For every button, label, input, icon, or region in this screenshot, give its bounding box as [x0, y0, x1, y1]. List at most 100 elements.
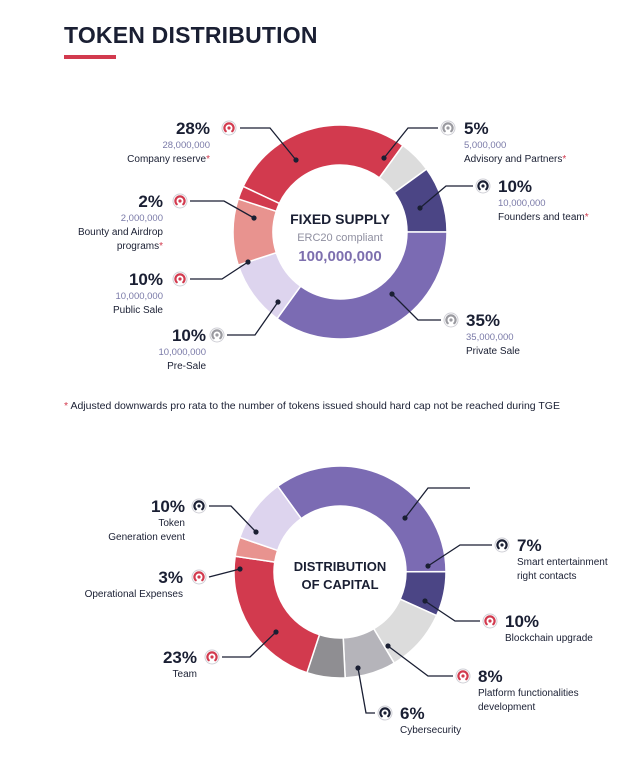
token-leader-5: [190, 261, 249, 280]
capital-pct-1: 7%: [517, 536, 542, 555]
token-icon-6: [172, 193, 188, 209]
token-leader-1-end: [381, 155, 387, 161]
capital-donut-slice-0: [276, 465, 447, 573]
capital-name2-1: right contacts: [517, 571, 576, 582]
capital-icon-7-dot: [197, 504, 201, 508]
token-icon-4-arc: [211, 329, 223, 340]
token-leader-4-end: [275, 299, 281, 305]
capital-name2-7: Generation event: [108, 532, 185, 543]
capital-leader-1: [427, 544, 492, 567]
token-donut-hole: [274, 166, 406, 298]
token-pct-1: 5%: [464, 119, 489, 138]
capital-name2-3: development: [478, 702, 535, 713]
capital-name-1: Smart entertainment: [517, 557, 608, 568]
capital-icon-1-arc: [496, 539, 508, 550]
capital-icon-6: [191, 569, 207, 585]
capital-pct-7: 10%: [151, 497, 185, 516]
capital-leader-6-end: [237, 566, 243, 572]
token-name-5: Public Sale: [113, 305, 163, 316]
token-icon-5-arc: [174, 273, 186, 284]
capital-leader-4: [357, 667, 375, 714]
capital-leader-2-end: [422, 598, 428, 604]
capital-name-2: Blockchain upgrade: [505, 633, 593, 644]
token-name-2: Founders and team*: [498, 212, 589, 223]
page-title: TOKEN DISTRIBUTION: [64, 22, 318, 48]
token-icon-0: [221, 120, 237, 136]
capital-icon-5: [204, 649, 220, 665]
token-leader-4: [227, 301, 279, 336]
token-icon-3: [443, 312, 459, 328]
capital-leader-1-end: [425, 563, 431, 569]
token-icon-5-dot: [178, 277, 182, 281]
capital-center-title2: OF CAPITAL: [301, 577, 378, 592]
capital-icon-7-arc: [193, 500, 205, 511]
capital-donut-hole: [275, 507, 405, 637]
capital-leader-5: [222, 631, 277, 658]
token-icon-6-arc: [174, 195, 186, 206]
capital-icon-5-dot: [210, 655, 214, 659]
token-leader-0: [240, 127, 297, 161]
capital-pct-6: 3%: [158, 568, 183, 587]
token-icon-4-dot: [215, 333, 219, 337]
token-center-subtitle: ERC20 compliant: [297, 232, 383, 244]
footnote: * Adjusted downwards pro rata to the num…: [64, 400, 560, 412]
capital-leader-3-end: [385, 643, 391, 649]
token-name-1: Advisory and Partners*: [464, 154, 566, 165]
capital-name-5: Team: [173, 669, 197, 680]
token-amount-4: 10,000,000: [158, 347, 206, 358]
token-icon-1: [440, 120, 456, 136]
token-icon-2-arc: [477, 180, 489, 191]
capital-pct-2: 10%: [505, 612, 539, 631]
token-amount-0: 28,000,000: [162, 140, 210, 151]
token-leader-5-end: [245, 259, 251, 265]
capital-leader-0-end: [402, 515, 408, 521]
token-amount-6: 2,000,000: [121, 213, 163, 224]
capital-icon-3: [455, 668, 471, 684]
token-leader-0-end: [293, 157, 299, 163]
footnote-marker: *: [64, 400, 69, 412]
capital-icon-2: [482, 613, 498, 629]
token-name-4: Pre-Sale: [167, 361, 206, 372]
token-name-3: Private Sale: [466, 346, 520, 357]
token-leader-3-end: [389, 291, 395, 297]
capital-leader-6: [208, 568, 241, 578]
capital-name-3: Platform functionalities: [478, 688, 579, 699]
title-underline: [64, 55, 116, 59]
capital-leader-7-end: [253, 529, 259, 535]
capital-icon-4-arc: [379, 707, 391, 718]
capital-icon-1: [494, 537, 510, 553]
capital-icon-7: [191, 498, 207, 514]
capital-icon-2-arc: [484, 615, 496, 626]
capital-icon-6-dot: [197, 575, 201, 579]
capital-name-4: Cybersecurity: [400, 725, 461, 736]
token-leader-2-end: [417, 205, 423, 211]
token-icon-3-arc: [445, 314, 457, 325]
capital-icon-2-dot: [488, 619, 492, 623]
capital-leader-0: [404, 487, 470, 519]
token-donut-slice-3: [276, 231, 448, 340]
token-leader-3: [391, 293, 441, 321]
token-asterisk-2: *: [585, 212, 589, 223]
token-name-6: Bounty and Airdrop: [78, 227, 163, 238]
token-leader-6: [190, 200, 255, 219]
capital-icon-3-arc: [457, 670, 469, 681]
capital-name-6: Operational Expenses: [85, 589, 183, 600]
capital-center-title: DISTRIBUTION: [294, 559, 386, 574]
capital-pct-3: 8%: [478, 667, 503, 686]
token-amount-3: 35,000,000: [466, 332, 514, 343]
token-icon-5: [172, 271, 188, 287]
token-pct-5: 10%: [129, 270, 163, 289]
capital-leader-5-end: [273, 629, 279, 635]
token-leader-1: [383, 127, 438, 159]
token-leader-6-end: [251, 215, 257, 221]
token-icon-1-dot: [446, 126, 450, 130]
token-icon-1-arc: [442, 122, 454, 133]
token-name2-6: programs*: [117, 241, 163, 252]
token-icon-4: [209, 327, 225, 343]
token-icon-6-dot: [178, 199, 182, 203]
token-icon-0-arc: [223, 122, 235, 133]
capital-icon-4: [377, 705, 393, 721]
footnote-text: Adjusted downwards pro rata to the numbe…: [70, 400, 560, 412]
capital-leader-4-end: [355, 665, 361, 671]
capital-pct-5: 23%: [163, 648, 197, 667]
